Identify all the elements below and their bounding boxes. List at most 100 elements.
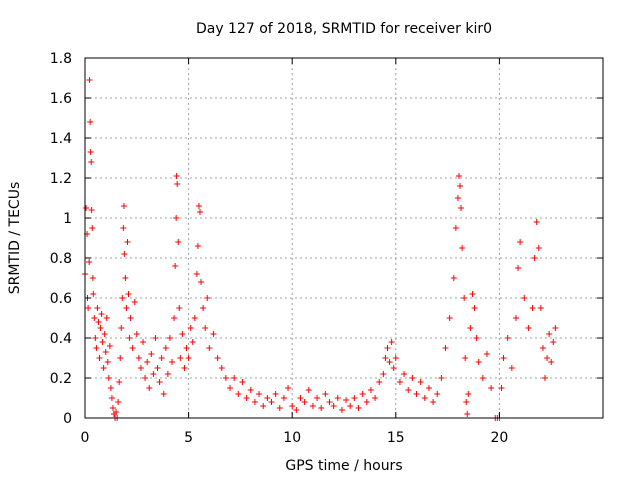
data-point — [191, 315, 198, 321]
data-point — [483, 351, 490, 357]
data-point — [546, 331, 553, 337]
data-point — [314, 395, 321, 401]
data-point — [117, 355, 124, 361]
data-point — [97, 325, 104, 331]
data-point — [177, 355, 184, 361]
data-point — [99, 339, 106, 345]
data-point — [459, 245, 466, 251]
data-point — [126, 335, 133, 341]
y-tick-label: 0.8 — [50, 251, 72, 267]
data-point — [115, 399, 122, 405]
data-point — [535, 245, 542, 251]
data-point — [124, 239, 131, 245]
y-tick-label: 1.8 — [50, 51, 72, 67]
data-point — [438, 375, 445, 381]
data-point — [351, 395, 358, 401]
data-point — [175, 239, 182, 245]
data-point — [239, 379, 246, 385]
data-point — [125, 291, 132, 297]
data-point — [109, 405, 116, 411]
data-point — [133, 331, 140, 337]
data-point — [452, 225, 459, 231]
data-point — [93, 345, 100, 351]
plot-frame — [84, 57, 604, 419]
data-point — [380, 371, 387, 377]
data-point — [541, 375, 548, 381]
x-tick-label: 10 — [283, 430, 301, 446]
data-point — [87, 119, 94, 125]
data-point — [85, 305, 92, 311]
data-point — [171, 315, 178, 321]
data-point — [396, 379, 403, 385]
data-point — [102, 349, 109, 355]
data-point — [376, 379, 383, 385]
data-point — [89, 275, 96, 281]
data-point — [343, 397, 350, 403]
data-point — [388, 339, 395, 345]
data-point — [116, 379, 123, 385]
data-point — [471, 305, 478, 311]
data-point — [214, 355, 221, 361]
data-point — [195, 203, 202, 209]
data-point — [88, 207, 95, 213]
data-point — [517, 239, 524, 245]
data-point — [96, 355, 103, 361]
data-point — [127, 315, 134, 321]
data-point — [512, 315, 519, 321]
data-point — [276, 405, 283, 411]
data-point — [548, 359, 555, 365]
data-point — [92, 335, 99, 341]
data-point — [386, 359, 393, 365]
data-point — [405, 387, 412, 393]
data-point — [359, 391, 366, 397]
data-point — [189, 339, 196, 345]
data-point — [457, 183, 464, 189]
data-point — [108, 395, 115, 401]
ticks-layer — [84, 57, 603, 419]
y-tick-label: 0.6 — [50, 291, 72, 307]
data-point — [330, 403, 337, 409]
data-point — [169, 359, 176, 365]
y-tick-label: 1.2 — [50, 171, 72, 187]
data-point — [206, 345, 213, 351]
data-point — [231, 375, 238, 381]
data-point — [297, 395, 304, 401]
data-point — [425, 385, 432, 391]
data-point — [454, 195, 461, 201]
data-point — [521, 295, 528, 301]
data-point — [160, 391, 167, 397]
data-point — [363, 399, 370, 405]
data-point — [162, 345, 169, 351]
data-point — [150, 371, 157, 377]
data-point — [173, 215, 180, 221]
data-point — [347, 403, 354, 409]
data-point — [113, 409, 120, 415]
data-point — [355, 405, 362, 411]
y-tick-label: 1.6 — [50, 91, 72, 107]
data-point — [464, 411, 471, 417]
data-point — [272, 391, 279, 397]
data-point — [264, 395, 271, 401]
data-point — [334, 395, 341, 401]
data-point — [280, 395, 287, 401]
data-point — [104, 359, 111, 365]
data-point — [172, 263, 179, 269]
data-point — [442, 345, 449, 351]
data-point — [434, 391, 441, 397]
data-point — [123, 305, 130, 311]
data-point — [156, 379, 163, 385]
data-point — [488, 385, 495, 391]
x-axis-label: GPS time / hours — [285, 458, 402, 474]
data-point — [473, 335, 480, 341]
data-point — [417, 379, 424, 385]
data-point — [251, 399, 258, 405]
data-point — [164, 371, 171, 377]
data-point — [305, 387, 312, 393]
data-point — [105, 375, 112, 381]
data-point — [309, 403, 316, 409]
data-point — [515, 265, 522, 271]
data-point — [91, 315, 98, 321]
data-point — [539, 345, 546, 351]
data-point — [210, 331, 217, 337]
